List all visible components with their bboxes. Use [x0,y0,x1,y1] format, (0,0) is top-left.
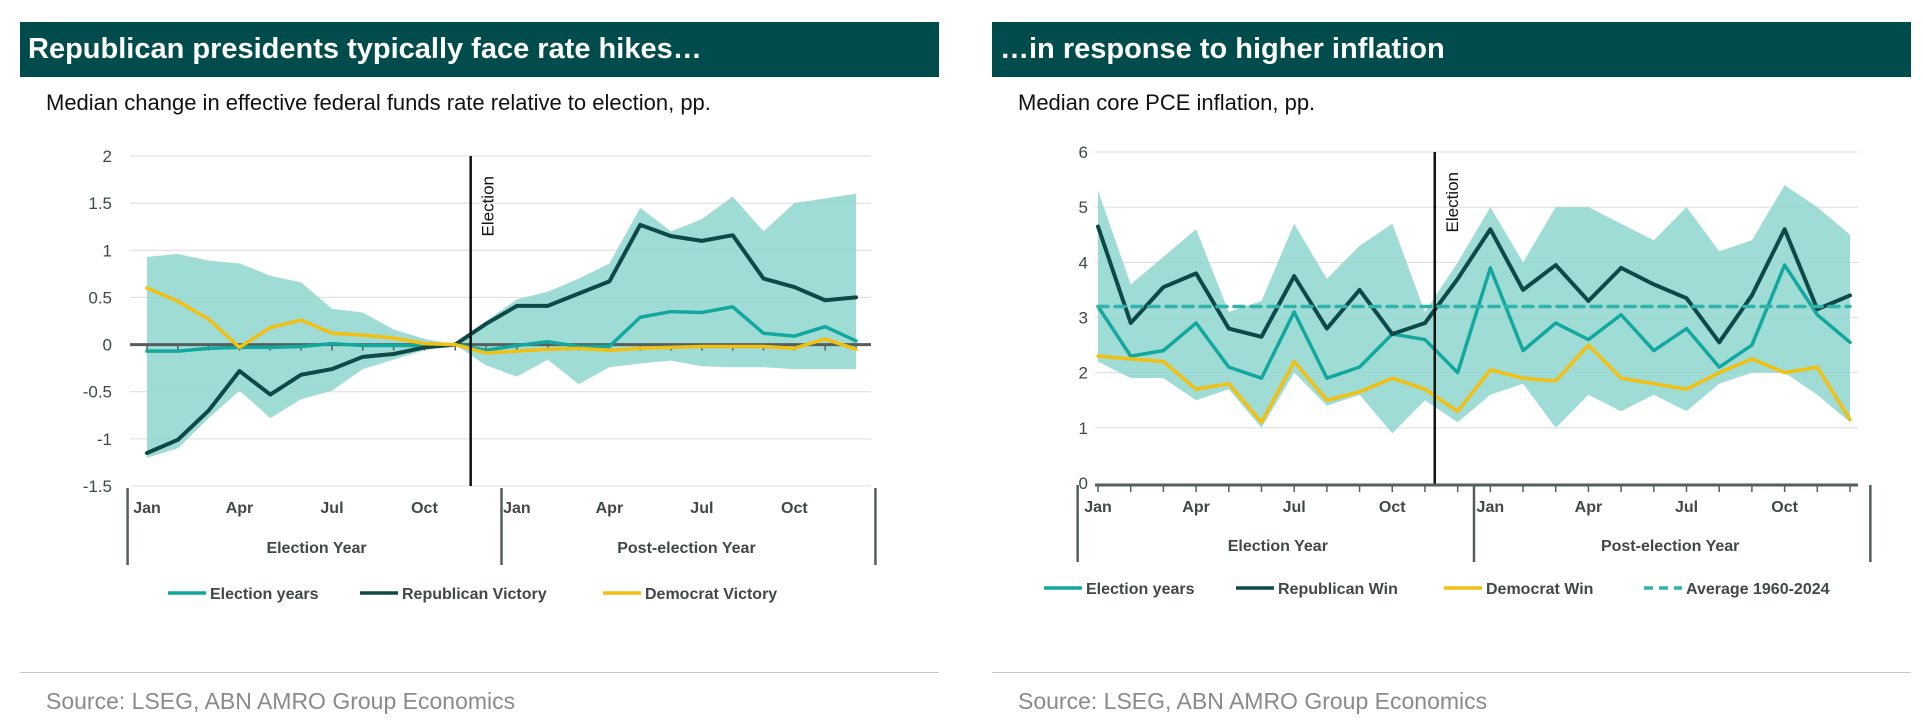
x-tick-label: Jan [1084,499,1112,516]
series-line-democrat-win [1096,343,1852,425]
y-tick-label: 5 [1079,198,1088,217]
x-group-label: Election Year [1228,538,1328,555]
y-tick-label: -0.5 [83,383,112,402]
x-tick-label: Oct [411,500,438,517]
x-tick-label: Oct [781,500,808,517]
legend-entry: Democrat Win [1486,581,1593,598]
source-divider [992,672,1911,673]
panel-core-pce: …in response to higher inflation Median … [992,0,1911,727]
y-tick-label: 6 [1079,143,1088,162]
x-tick-label: Jul [1675,499,1698,516]
range-band [1098,185,1850,434]
series-line-democrat-victory [145,286,858,355]
legend-entry: Republican Win [1278,581,1398,598]
source-note: Source: LSEG, ABN AMRO Group Economics [1018,688,1488,714]
x-group-label: Post-election Year [1601,538,1739,555]
y-tick-label: 2 [1079,364,1088,383]
x-tick-label: Apr [226,500,254,517]
y-tick-label: -1 [97,430,112,449]
y-tick-label: 1 [103,241,112,260]
y-tick-label: 2 [103,147,112,166]
y-tick-label: 0 [1079,474,1088,493]
y-tick-label: 0 [103,336,112,355]
core-pce-chart: 6 5 4 3 2 1 0 Election Jan Apr Jul Oct Jan Apr Jul Oct E… [1044,143,1872,598]
legend-entry: Election years [1086,581,1195,598]
y-tick-label: -1.5 [83,477,112,496]
election-marker-label: Election [1443,172,1462,232]
y-tick-label: 4 [1079,253,1088,272]
x-tick-label: Jul [1283,499,1306,516]
chart-subtitle: Median change in effective federal funds… [46,90,711,115]
source-note: Source: LSEG, ABN AMRO Group Economics [46,688,516,714]
y-tick-label: 0.5 [88,288,112,307]
x-tick-label: Oct [1771,499,1798,516]
legend-entry: Average 1960-2024 [1686,581,1830,598]
legend-entry: Democrat Victory [645,586,777,603]
x-tick-label: Apr [1575,499,1603,516]
x-tick-label: Oct [1379,499,1406,516]
x-tick-label: Jan [133,500,161,517]
range-band [147,193,856,458]
panel-banner: Republican presidents typically face rat… [20,22,939,77]
x-tick-label: Jan [1477,499,1505,516]
source-divider [20,672,939,673]
legend: Election years Republican Win Democrat Win… [1044,581,1830,598]
series-line-republican-victory [145,222,858,455]
x-tick-label: Jul [320,500,343,517]
x-group-label: Post-election Year [617,540,755,557]
series-line-republican-win [1096,224,1852,345]
panel-fed-funds: Republican presidents typically face rat… [20,0,939,727]
panel-banner: …in response to higher inflation [992,22,1911,77]
election-marker-label: Election [479,176,498,236]
y-tick-label: 1 [1079,419,1088,438]
chart-subtitle: Median core PCE inflation, pp. [1018,90,1316,115]
legend-entry: Republican Victory [402,586,547,603]
fed-funds-chart: 2 1.5 1 0.5 0 -0.5 -1 -1.5 Election Jan Apr Jul Oct J… [83,147,877,603]
series-line-election-years [145,305,858,353]
y-tick-label: 3 [1079,309,1088,328]
legend: Election years Republican Victory Democrat… [168,586,777,603]
y-tick-label: 1.5 [88,194,112,213]
x-tick-label: Apr [1182,499,1210,516]
x-tick-label: Apr [596,500,624,517]
x-group-label: Election Year [266,540,366,557]
series-line-election-years [1096,263,1852,380]
x-tick-label: Jan [503,500,531,517]
x-tick-label: Jul [690,500,713,517]
legend-entry: Election years [210,586,319,603]
